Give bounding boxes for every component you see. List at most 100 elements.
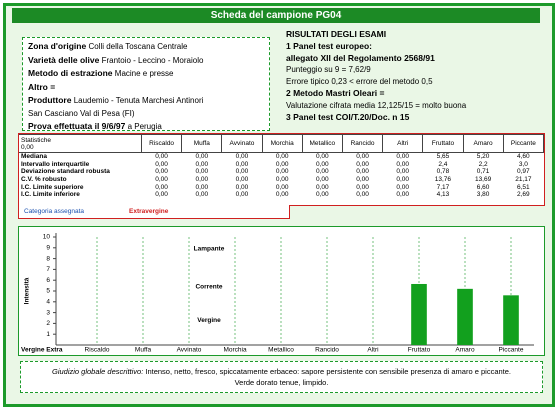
cell: 0,00 (275, 153, 289, 161)
cell: 5,65 (436, 153, 450, 161)
cell: 13,69 (474, 176, 492, 184)
result-line: Punteggio su 9 = 7,62/9 (286, 65, 371, 75)
cell: 0,00 (155, 191, 168, 199)
table-row: C.V. % robusto 0,00 0,00 0,00 0,00 0,00 0,00 0,… (19, 176, 544, 184)
table-row: I.C. Limite inferiore 0,00 0,00 0,00 0,00 0,0… (19, 191, 544, 199)
x-tick-label: Amaro (455, 347, 475, 354)
y-tick-label: 4 (46, 299, 50, 306)
column-header: Avvinato (221, 134, 263, 153)
x-tick-label: Altri (367, 347, 378, 354)
result-line: Errore tipico 0,23 < errore del metodo 0… (286, 77, 433, 87)
cell: 3,0 (518, 160, 528, 168)
chart-box: Intensità 1 2 3 4 5 6 7 8 9 10 Vergine Extra Lampant… (18, 226, 545, 356)
y-tick-label: 6 (46, 277, 50, 284)
sample-label: Metodo di estrazione (28, 68, 113, 78)
cell: 0,00 (195, 160, 209, 168)
cell: 7,17 (436, 183, 450, 191)
judgement-label: Giudizio globale descrittivo: (51, 367, 144, 376)
row-label: C.V. % robusto (21, 176, 67, 184)
result-line: allegato XII del Regolamento 2568/91 (286, 52, 435, 63)
cell: 0,00 (356, 160, 369, 168)
category-value: Extravergine (129, 208, 169, 215)
cell: 0,00 (396, 160, 410, 168)
cell: 0,00 (195, 191, 209, 199)
cell: 2,4 (438, 160, 448, 168)
sample-value: Frantoio - Leccino - Moraiolo (101, 55, 204, 65)
x-tick-label: Avvinato (177, 347, 202, 354)
sample-box: Zona d'origine Colli della Toscana Centr… (22, 37, 270, 131)
cell: 0,00 (235, 153, 249, 161)
cell: 0,00 (356, 168, 369, 176)
cell: 6,51 (517, 183, 530, 191)
cell: 0,00 (275, 176, 289, 184)
judgement-text: Intenso, netto, fresco, spiccatamente er… (145, 367, 511, 376)
y-tick-label: 1 (46, 331, 50, 338)
cell: 0,00 (275, 191, 289, 199)
y-tick-label: 5 (46, 288, 50, 295)
cell: 0,00 (316, 191, 329, 199)
cell: 0,00 (316, 160, 329, 168)
row-label: I.C. Limite superiore (21, 183, 84, 191)
row-label: Deviazione standard robusta (21, 168, 110, 176)
sample-line: Produttore Laudemio - Tenuta Marchesi An… (28, 94, 264, 108)
cell: 5,20 (476, 153, 490, 161)
cell: 0,00 (396, 183, 410, 191)
judgement: Giudizio globale descrittivo: Intenso, n… (20, 361, 543, 393)
result-line: Valutazione cifrata media 12,125/15 = mo… (286, 100, 467, 110)
cell: 6,60 (476, 183, 490, 191)
cell: 0,00 (316, 168, 329, 176)
cell: 0,00 (235, 183, 249, 191)
y-tick-label: 7 (46, 266, 50, 273)
y-axis-label: Intensità (24, 277, 31, 304)
cell: 0,00 (316, 183, 329, 191)
y-tick-label: 8 (46, 255, 50, 262)
cell: 0,00 (396, 168, 410, 176)
cell: 0,97 (517, 168, 530, 176)
x-tick-label: Riscaldo (85, 347, 110, 354)
cell: 0,00 (356, 183, 369, 191)
cell: 0,00 (195, 153, 209, 161)
x-origin-label: Vergine Extra (21, 347, 63, 354)
chart: Intensità 1 2 3 4 5 6 7 8 9 10 Vergine Extra Lampant… (21, 233, 534, 354)
cell: 0,78 (436, 168, 450, 176)
sample-line: Zona d'origine Colli della Toscana Centr… (28, 40, 264, 54)
results: RISULTATI DEGLI ESAMI 1 Panel test europe… (286, 29, 546, 123)
cell: 0,00 (316, 176, 329, 184)
zone-label: Corrente (195, 283, 222, 290)
x-tick-label: Muffa (135, 347, 152, 354)
corner-text: Statistiche (21, 136, 51, 144)
column-header: Altri (382, 134, 424, 153)
cell: 0,00 (195, 168, 209, 176)
bar (457, 288, 473, 345)
sample-label: Produttore (28, 95, 72, 105)
x-tick-label: Rancido (315, 347, 339, 354)
cell: 4,60 (517, 153, 530, 161)
result-line: 1 Panel test europeo: (286, 40, 372, 51)
column-header: Metallico (301, 134, 343, 153)
sample-line: Metodo di estrazione Macine e presse (28, 67, 264, 81)
cell: 0,71 (476, 168, 490, 176)
sample-line: Altro = (28, 81, 264, 95)
cell: 0,00 (235, 176, 249, 184)
cell: 2,69 (517, 191, 530, 199)
cell: 0,00 (356, 176, 369, 184)
cell: 0,00 (396, 176, 410, 184)
cell: 0,00 (195, 183, 209, 191)
cell: 0,00 (396, 153, 410, 161)
sample-label: Zona d'origine (28, 41, 87, 51)
zone-label: Vergine (197, 317, 221, 324)
table-row: Mediana 0,00 0,00 0,00 0,00 0,00 0,00 0,00 5,65 5… (19, 153, 544, 161)
bar (411, 283, 427, 345)
stats-table: Statistiche 0,00 Riscaldo Muffa Avvinato Morc… (18, 133, 545, 206)
sample-line: Varietà delle olive Frantoio - Leccino -… (28, 54, 264, 68)
x-tick-label: Morchia (223, 347, 247, 354)
column-header: Rancido (341, 134, 384, 153)
corner-cell: Statistiche 0,00 (19, 134, 142, 153)
judgement-line: Giudizio globale descrittivo: Intenso, n… (21, 366, 542, 377)
cell: 0,00 (155, 183, 168, 191)
sample-label: Varietà delle olive (28, 54, 100, 65)
sample-value: San Casciano Val di Pesa (FI) (28, 108, 135, 118)
sample-line: Prova effettuata il 9/6/97 a Perugia (28, 120, 264, 134)
column-header: Piccante (502, 134, 545, 153)
column-header: Muffa (181, 134, 223, 153)
